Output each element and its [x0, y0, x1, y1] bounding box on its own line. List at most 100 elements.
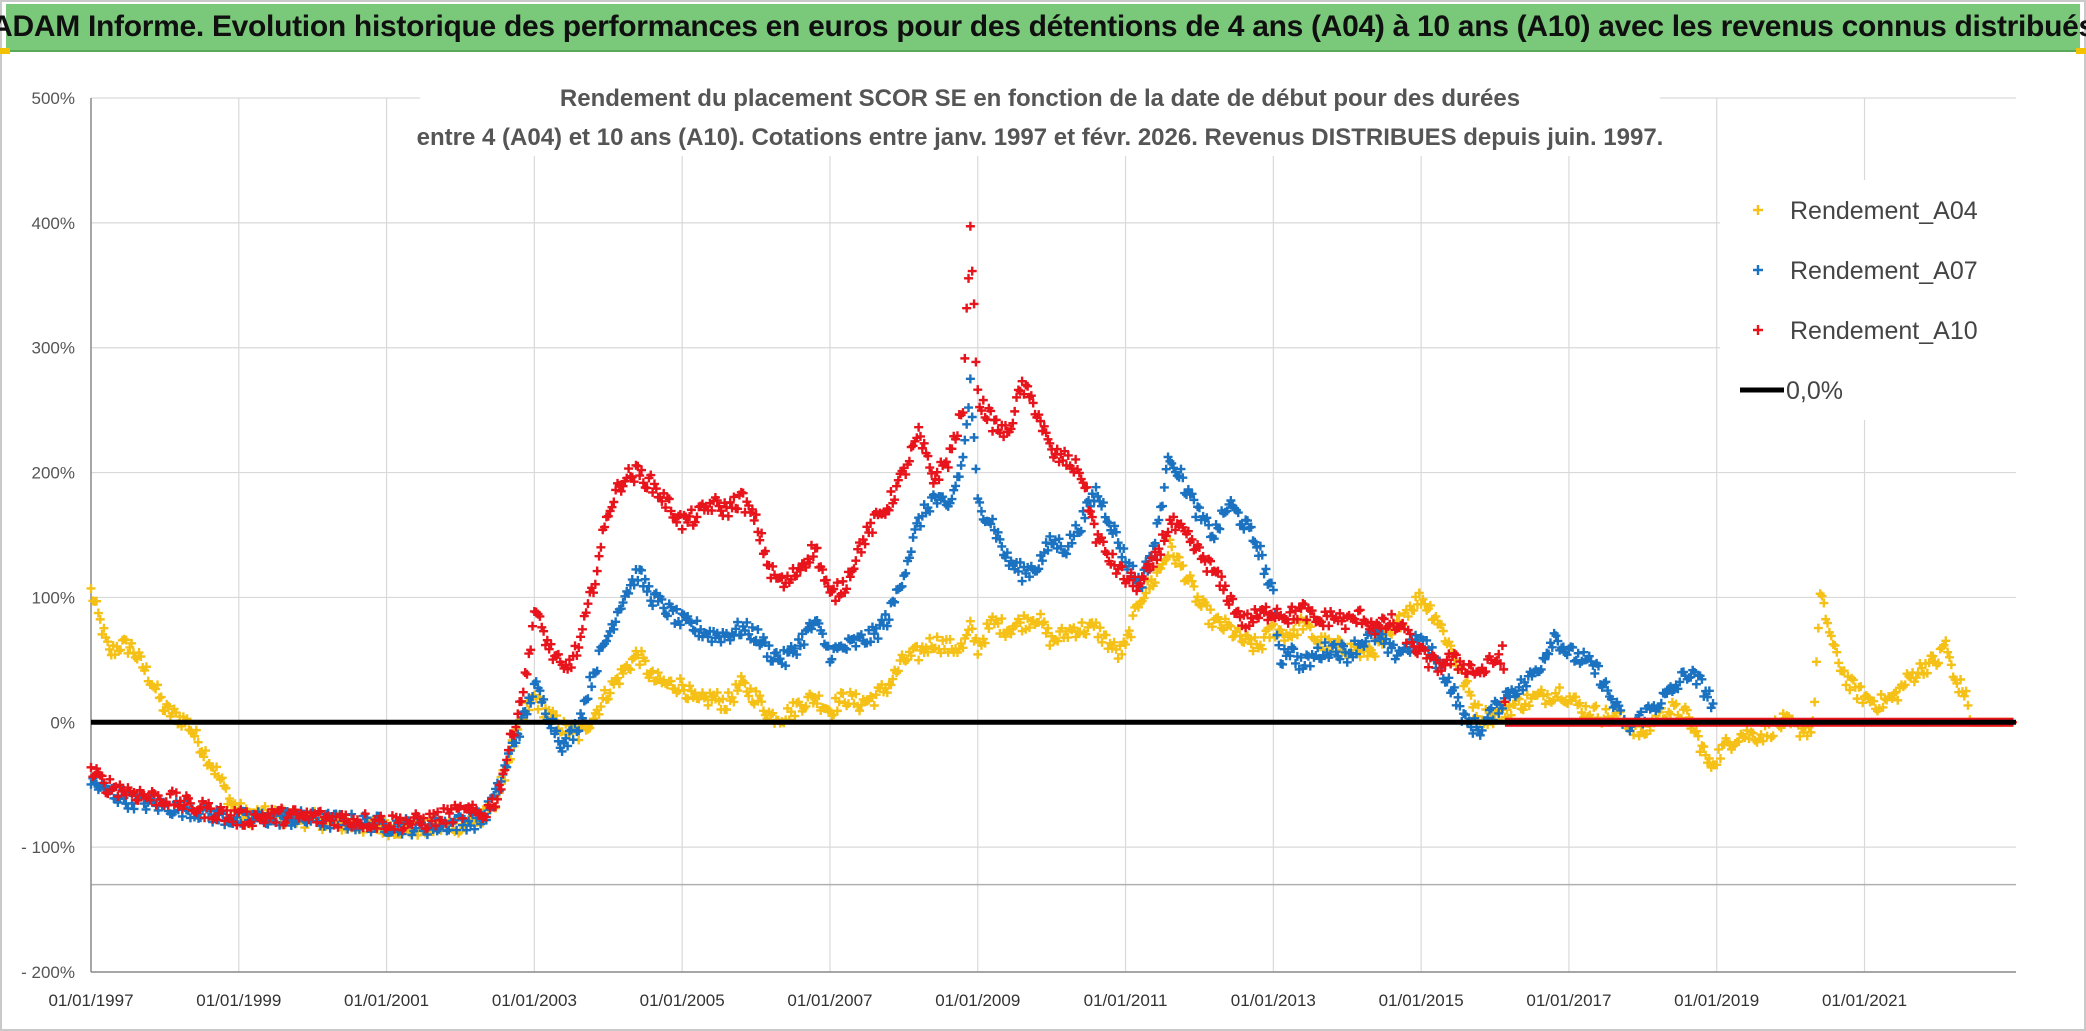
point-rendement-a07	[1455, 701, 1465, 711]
point-rendement-a04	[99, 623, 109, 633]
point-rendement-a07	[725, 635, 735, 645]
point-rendement-a07	[947, 494, 957, 504]
point-rendement-a07	[1041, 538, 1051, 548]
point-rendement-a10	[247, 821, 257, 831]
point-rendement-a04	[1963, 700, 1973, 710]
point-rendement-a04	[722, 705, 732, 715]
x-tick-label: 01/01/2019	[1674, 991, 1759, 1010]
point-rendement-a07	[1257, 550, 1267, 560]
point-rendement-a10	[1497, 641, 1507, 651]
point-rendement-a07	[1015, 557, 1025, 567]
point-rendement-a04	[1645, 726, 1655, 736]
point-rendement-a04	[962, 630, 972, 640]
point-rendement-a04	[1244, 634, 1254, 644]
point-rendement-a07	[1536, 664, 1546, 674]
point-rendement-a10	[712, 495, 722, 505]
point-rendement-a04	[1117, 649, 1127, 659]
point-rendement-a07	[1313, 643, 1323, 653]
point-rendement-a10	[1023, 381, 1033, 391]
point-rendement-a04	[116, 645, 126, 655]
point-rendement-a04	[712, 688, 722, 698]
point-rendement-a04	[1869, 696, 1879, 706]
point-rendement-a10	[792, 571, 802, 581]
point-rendement-a07	[997, 541, 1007, 551]
point-rendement-a10	[151, 800, 161, 810]
y-tick-label: 300%	[32, 339, 75, 358]
point-rendement-a04	[1671, 699, 1681, 709]
point-rendement-a04	[1370, 651, 1380, 661]
point-rendement-a10	[1198, 551, 1208, 561]
point-rendement-a04	[1830, 640, 1840, 650]
point-rendement-a04	[1220, 614, 1230, 624]
point-rendement-a10	[851, 556, 861, 566]
point-rendement-a04	[838, 689, 848, 699]
point-rendement-a10	[423, 823, 433, 833]
point-rendement-a10	[588, 588, 598, 598]
point-rendement-a10	[915, 431, 925, 441]
banner-corner-right	[2076, 48, 2086, 54]
point-rendement-a04	[755, 691, 765, 701]
point-rendement-a10	[941, 457, 951, 467]
point-rendement-a10	[842, 584, 852, 594]
point-rendement-a04	[189, 731, 199, 741]
chart-title-box: Rendement du placement SCOR SE en foncti…	[417, 76, 1663, 156]
point-rendement-a07	[675, 620, 685, 630]
point-rendement-a04	[888, 674, 898, 684]
point-rendement-a07	[1071, 520, 1081, 530]
point-rendement-a07	[1176, 464, 1186, 474]
point-rendement-a07	[1521, 681, 1531, 691]
point-rendement-a07	[869, 629, 879, 639]
point-rendement-a04	[1841, 680, 1851, 690]
point-rendement-a04	[212, 762, 222, 772]
point-rendement-a10	[378, 817, 388, 827]
point-rendement-a07	[962, 419, 972, 429]
point-rendement-a04	[733, 686, 743, 696]
point-rendement-a07	[954, 472, 964, 482]
point-rendement-a07	[568, 735, 578, 745]
point-rendement-a07	[751, 635, 761, 645]
point-rendement-a10	[553, 649, 563, 659]
point-rendement-a04	[618, 668, 628, 678]
point-rendement-a04	[980, 638, 990, 648]
point-rendement-a10	[1028, 398, 1038, 408]
point-rendement-a07	[956, 460, 966, 470]
point-rendement-a04	[1418, 594, 1428, 604]
point-rendement-a04	[1518, 705, 1528, 715]
point-rendement-a10	[179, 800, 189, 810]
point-rendement-a10	[1152, 555, 1162, 565]
point-rendement-a04	[1810, 697, 1820, 707]
point-rendement-a07	[897, 581, 907, 591]
point-rendement-a04	[1187, 576, 1197, 586]
point-rendement-a10	[1261, 602, 1271, 612]
point-rendement-a10	[1388, 618, 1398, 628]
point-rendement-a07	[965, 374, 975, 384]
point-rendement-a10	[1183, 526, 1193, 536]
point-rendement-a10	[943, 462, 953, 472]
point-rendement-a07	[1034, 564, 1044, 574]
point-rendement-a07	[624, 588, 634, 598]
point-rendement-a07	[1691, 679, 1701, 689]
point-rendement-a07	[1000, 553, 1010, 563]
point-rendement-a07	[901, 568, 911, 578]
point-rendement-a04	[260, 801, 270, 811]
point-rendement-a10	[733, 504, 743, 514]
point-rendement-a10	[1071, 454, 1081, 464]
point-rendement-a07	[1189, 495, 1199, 505]
point-rendement-a07	[764, 641, 774, 651]
point-rendement-a10	[576, 632, 586, 642]
point-rendement-a04	[640, 656, 650, 666]
point-rendement-a07	[716, 637, 726, 647]
point-rendement-a04	[605, 688, 615, 698]
point-rendement-a04	[585, 723, 595, 733]
point-rendement-a10	[723, 511, 733, 521]
point-rendement-a10	[97, 771, 107, 781]
point-rendement-a10	[185, 798, 195, 808]
point-rendement-a04	[594, 709, 604, 719]
point-rendement-a04	[1109, 637, 1119, 647]
point-rendement-a10	[1500, 697, 1510, 707]
point-rendement-a10	[1170, 525, 1180, 535]
point-rendement-a10	[481, 812, 491, 822]
point-rendement-a04	[653, 668, 663, 678]
point-rendement-a04	[1257, 644, 1267, 654]
point-rendement-a07	[526, 698, 536, 708]
